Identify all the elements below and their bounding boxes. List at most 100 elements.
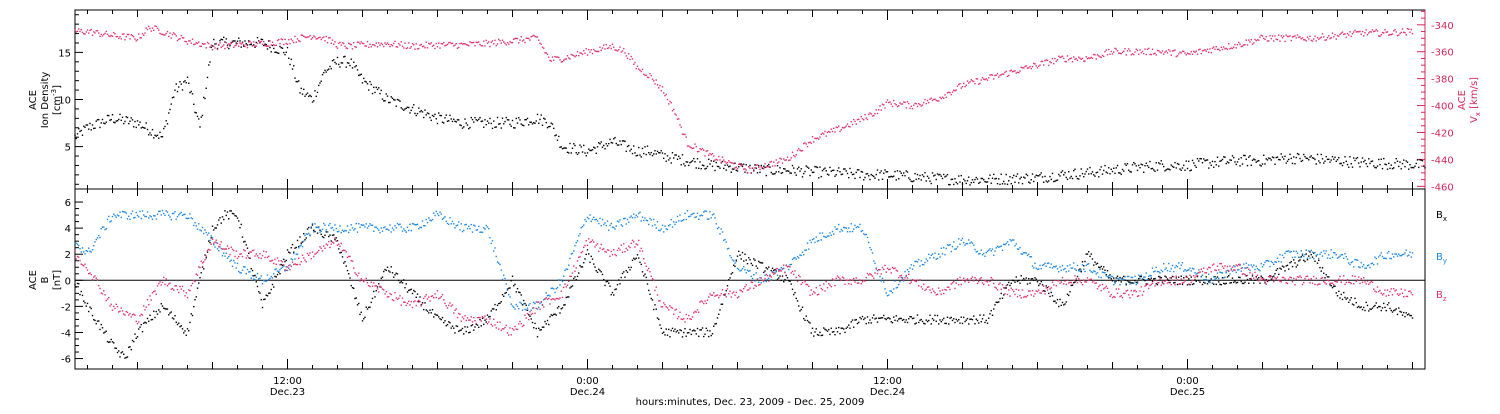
density-point xyxy=(489,118,490,119)
density-point xyxy=(189,92,190,93)
vx-point xyxy=(1311,40,1312,41)
by-point xyxy=(1003,244,1004,245)
by-point xyxy=(1117,278,1118,279)
by-point xyxy=(858,227,859,228)
vx-point xyxy=(839,131,840,132)
density-point xyxy=(1252,160,1253,161)
by-point xyxy=(561,279,562,280)
density-point xyxy=(732,168,733,169)
bx-point xyxy=(418,301,419,302)
bz-point xyxy=(189,290,190,291)
vx-point xyxy=(587,54,588,55)
vx-point xyxy=(122,33,123,34)
vx-point xyxy=(929,99,930,100)
bz-point xyxy=(94,275,95,276)
density-point xyxy=(1286,162,1287,163)
vx-point xyxy=(1359,31,1360,32)
density-point xyxy=(133,126,134,127)
vx-point xyxy=(864,114,865,115)
density-point xyxy=(147,129,148,130)
vx-point xyxy=(233,47,234,48)
bx-point xyxy=(1192,284,1193,285)
bx-point xyxy=(1172,276,1173,277)
bx-point xyxy=(999,298,1000,299)
bz-point xyxy=(303,257,304,258)
bz-point xyxy=(261,258,262,259)
vx-point xyxy=(451,43,452,44)
density-point xyxy=(1341,163,1342,164)
vx-point xyxy=(1071,57,1072,58)
by-point xyxy=(852,231,853,232)
bz-point xyxy=(152,292,153,293)
bz-point xyxy=(652,278,653,279)
vx-point xyxy=(637,66,638,67)
vx-point xyxy=(238,46,239,47)
bx-point xyxy=(222,216,223,217)
vx-point xyxy=(581,52,582,53)
by-point xyxy=(158,211,159,212)
density-point xyxy=(934,174,935,175)
density-point xyxy=(869,179,870,180)
by-point xyxy=(1172,265,1173,266)
by-point xyxy=(149,215,150,216)
bx-point xyxy=(657,317,658,318)
bx-point xyxy=(246,244,247,245)
bx-point xyxy=(669,336,670,337)
bz-point xyxy=(556,298,557,299)
vx-point xyxy=(541,44,542,45)
density-point xyxy=(991,183,992,184)
bz-point xyxy=(797,281,798,282)
bx-point xyxy=(927,321,928,322)
by-point xyxy=(1359,267,1360,268)
density-point xyxy=(1003,181,1004,182)
density-point xyxy=(247,44,248,45)
by-point xyxy=(894,280,895,281)
vx-point xyxy=(779,158,780,159)
bx-point xyxy=(889,318,890,319)
density-point xyxy=(257,37,258,38)
vx-point xyxy=(1297,34,1298,35)
bx-point xyxy=(569,287,570,288)
bx-point xyxy=(688,332,689,333)
density-point xyxy=(396,106,397,107)
vx-point xyxy=(257,43,258,44)
vx-point xyxy=(139,37,140,38)
bx-point xyxy=(399,282,400,283)
density-point xyxy=(872,175,873,176)
density-point xyxy=(1153,169,1154,170)
vx-point xyxy=(107,34,108,35)
bx-point xyxy=(439,318,440,319)
vx-point xyxy=(1241,46,1242,47)
vx-point xyxy=(962,86,963,87)
bx-point xyxy=(191,313,192,314)
bz-point xyxy=(726,296,727,297)
density-point xyxy=(101,122,102,123)
vx-point xyxy=(1263,38,1264,39)
bx-point xyxy=(331,240,332,241)
vx-point xyxy=(758,167,759,168)
bx-point xyxy=(1412,317,1413,318)
density-point xyxy=(1326,156,1327,157)
density-point xyxy=(438,112,439,113)
density-point xyxy=(1114,173,1115,174)
density-point xyxy=(1077,178,1078,179)
bx-point xyxy=(937,315,938,316)
density-point xyxy=(322,74,323,75)
by-point xyxy=(1277,258,1278,259)
by-point xyxy=(1189,268,1190,269)
by-point xyxy=(1322,255,1323,256)
by-point xyxy=(1271,261,1272,262)
vx-point xyxy=(438,42,439,43)
by-point xyxy=(1177,266,1178,267)
bx-point xyxy=(166,308,167,309)
density-point xyxy=(1368,158,1369,159)
vx-point xyxy=(798,148,799,149)
bx-point xyxy=(882,317,883,318)
bx-point xyxy=(259,292,260,293)
bx-point xyxy=(956,319,957,320)
bz-point xyxy=(796,277,797,278)
density-point xyxy=(642,148,643,149)
bx-point xyxy=(712,333,713,334)
bz-point xyxy=(736,292,737,293)
by-point xyxy=(949,244,950,245)
